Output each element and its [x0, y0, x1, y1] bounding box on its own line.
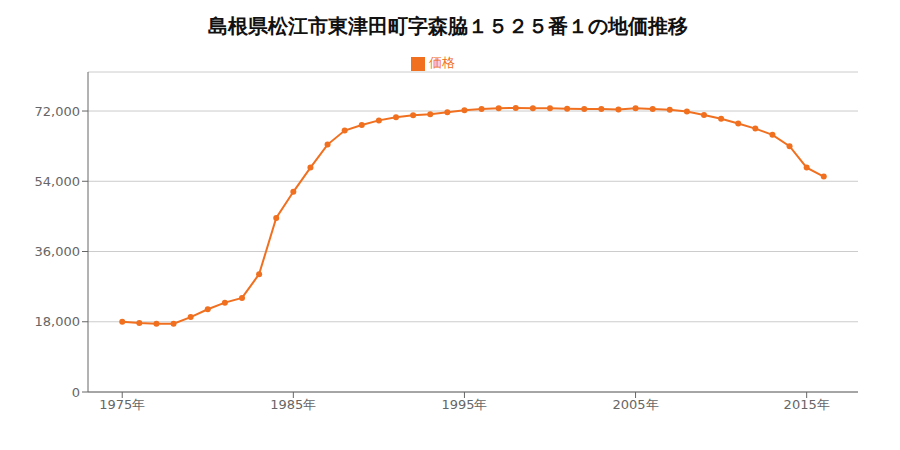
svg-text:18,000: 18,000 — [35, 314, 81, 329]
svg-text:54,000: 54,000 — [35, 174, 81, 189]
svg-text:2015年: 2015年 — [784, 397, 830, 412]
svg-text:1995年: 1995年 — [441, 397, 487, 412]
svg-text:72,000: 72,000 — [35, 104, 81, 119]
svg-text:2005年: 2005年 — [613, 397, 659, 412]
svg-text:1975年: 1975年 — [99, 397, 145, 412]
html-text:島根県松江市東津田町字森脇１５２５番１の地価推移: 島根県松江市東津田町字森脇１５２５番１の地価推移 — [208, 14, 688, 38]
svg-text:36,000: 36,000 — [35, 244, 81, 259]
html-text:価格: 価格 — [429, 55, 455, 70]
svg-text:1985年: 1985年 — [270, 397, 316, 412]
svg-text:0: 0 — [72, 385, 80, 400]
